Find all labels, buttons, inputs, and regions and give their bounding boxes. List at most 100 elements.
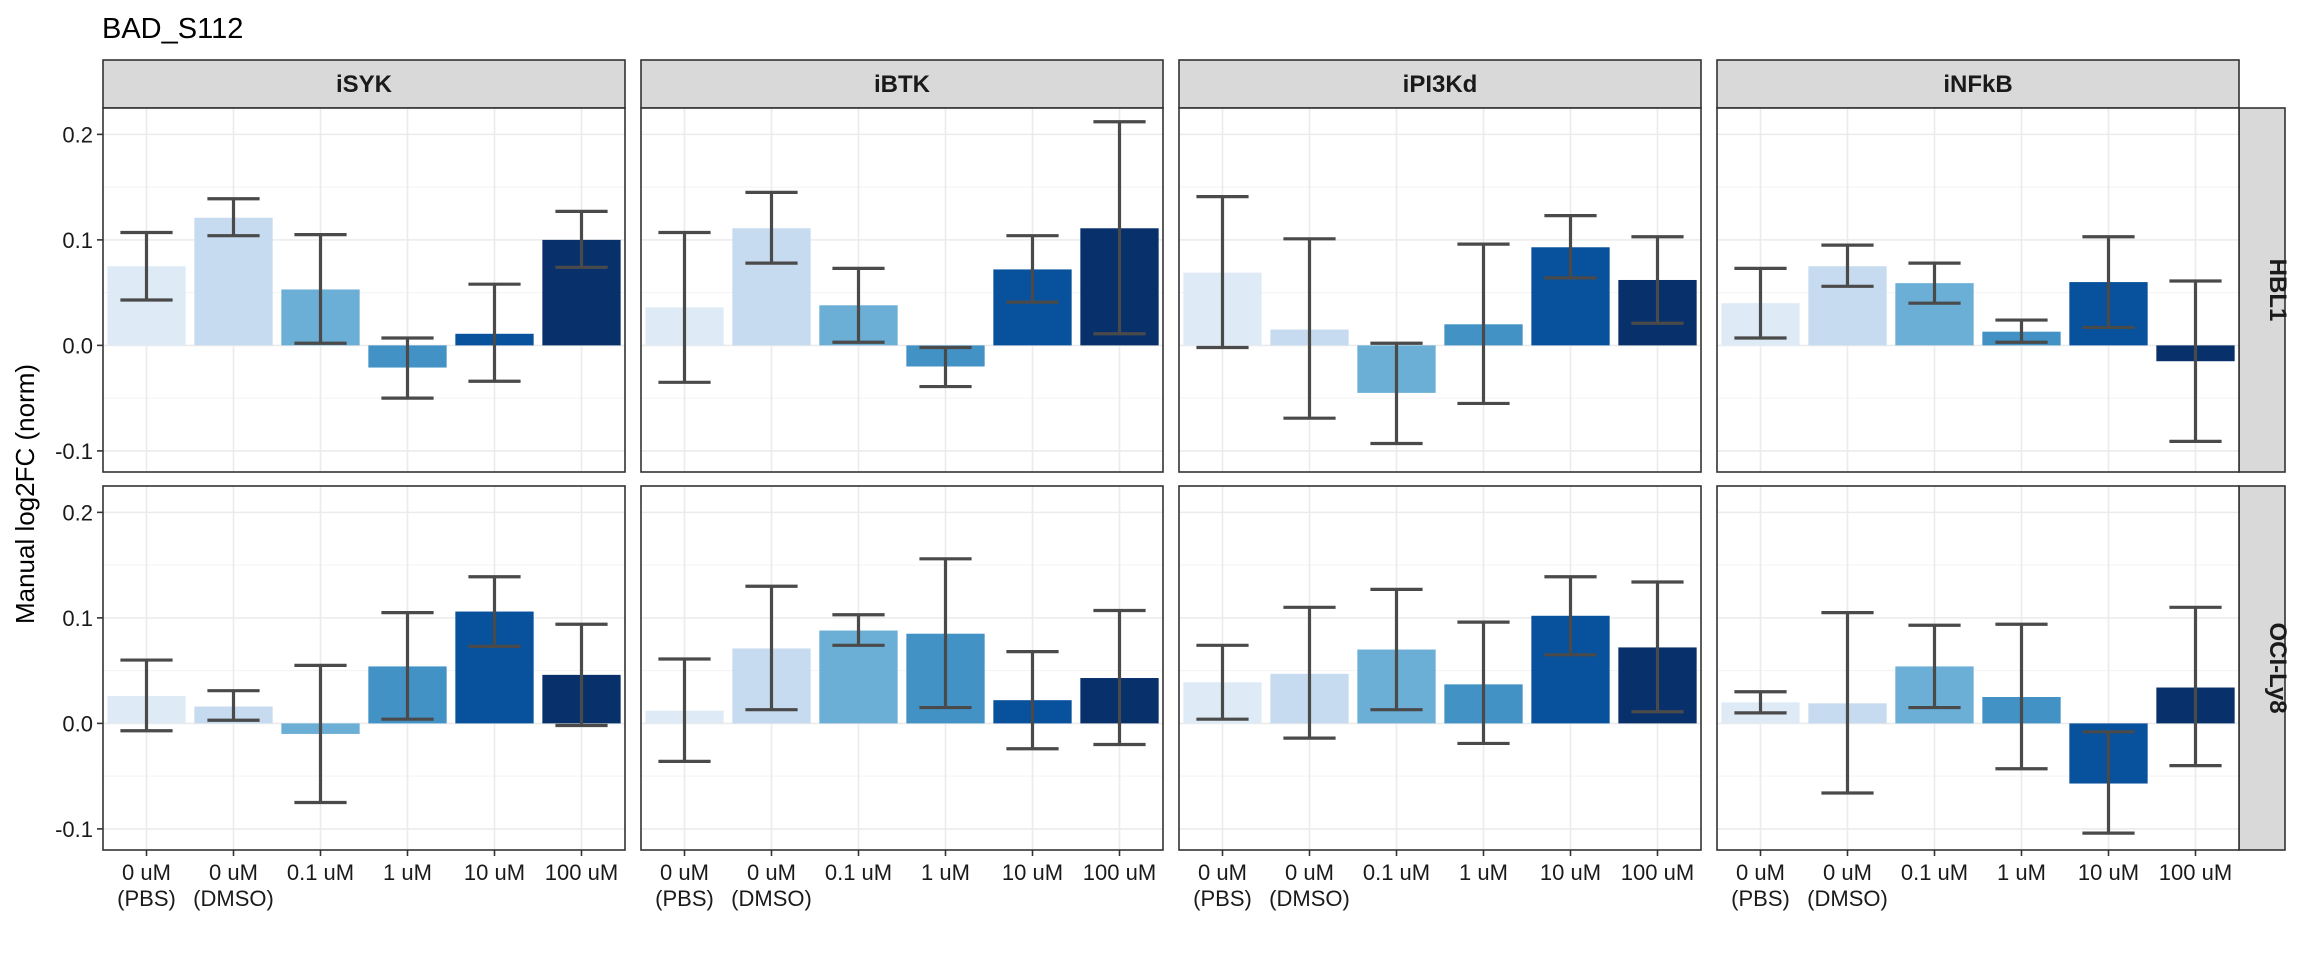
panel-iPI3Kd-HBL1 xyxy=(1178,107,1702,473)
x-tick-label: 10 uM xyxy=(2078,860,2139,885)
error-bar xyxy=(919,345,972,389)
error-bar xyxy=(1196,195,1249,350)
facet-row-label: HBL1 xyxy=(2264,259,2291,322)
panel-iSYK-OCI-Ly8: -0.10.00.10.20 uM(PBS)0 uM(DMSO)0.1 uM 1 … xyxy=(55,485,626,911)
error-bar xyxy=(1821,611,1874,795)
error-bar xyxy=(1908,261,1961,305)
y-tick-label: -0.1 xyxy=(55,439,93,464)
x-tick-label: (PBS) xyxy=(117,886,176,911)
error-bar xyxy=(1370,341,1423,446)
panel-iNFkB-OCI-Ly8: 0 uM(PBS)0 uM(DMSO)0.1 uM 1 uM 10 uM 100 uM xyxy=(1716,485,2240,911)
y-tick-label: 0.0 xyxy=(62,711,93,736)
error-bar xyxy=(1995,622,2048,771)
error-bar xyxy=(555,622,608,728)
x-tick-label: (DMSO) xyxy=(1269,886,1350,911)
bar-0-uM-DMSO- xyxy=(194,217,273,346)
x-tick-label: 0 uM xyxy=(1285,860,1334,885)
x-tick-label: 1 uM xyxy=(1997,860,2046,885)
panel-background xyxy=(1179,486,1701,850)
chart-title: BAD_S112 xyxy=(102,13,243,45)
y-tick-label: 0.2 xyxy=(62,122,93,147)
y-tick-label: 0.0 xyxy=(62,333,93,358)
x-tick-label: 0 uM xyxy=(1736,860,1785,885)
x-tick-label: 100 uM xyxy=(2159,860,2232,885)
x-tick-label: 10 uM xyxy=(1540,860,1601,885)
error-bar xyxy=(832,266,885,344)
error-bar xyxy=(120,658,173,733)
facet-strip-iBTK: iBTK xyxy=(640,59,1164,109)
error-bar xyxy=(207,689,260,722)
error-bar xyxy=(1196,643,1249,721)
facet-strip-bg xyxy=(2238,107,2286,473)
error-bar xyxy=(1544,214,1597,280)
error-bar xyxy=(1908,623,1961,710)
x-tick-label: 0 uM xyxy=(122,860,171,885)
error-bar xyxy=(1631,580,1684,714)
facet-strip-bg xyxy=(1716,59,2240,109)
panel-iPI3Kd-OCI-Ly8: 0 uM(PBS)0 uM(DMSO)0.1 uM 1 uM 10 uM 100 uM xyxy=(1178,485,1702,911)
error-bar xyxy=(381,611,434,721)
error-bar xyxy=(1093,608,1146,747)
facet-strip-bg xyxy=(102,59,626,109)
error-bar xyxy=(1093,120,1146,336)
y-tick-label: -0.1 xyxy=(55,817,93,842)
panel-border xyxy=(1716,107,2240,473)
panel-border xyxy=(640,485,1164,851)
x-tick-label: 100 uM xyxy=(1621,860,1694,885)
panel-border xyxy=(640,107,1164,473)
facet-strip-OCI-Ly8: OCI-Ly8 xyxy=(2238,485,2291,851)
facet-panels: iSYK iBTK iPI3Kd iNFkB HBL1 OCI-Ly8 -0.1 0.0 0.1… xyxy=(55,59,2291,911)
facet-column-label: iNFkB xyxy=(1943,71,2012,98)
error-bar xyxy=(2169,279,2222,444)
facet-strip-bg xyxy=(1178,59,1702,109)
error-bar xyxy=(2082,235,2135,330)
error-bar xyxy=(294,663,347,805)
error-bar xyxy=(2169,605,2222,768)
panel-iSYK-HBL1: -0.1 0.0 0.1 0.2 xyxy=(55,107,626,473)
y-tick-label: 0.2 xyxy=(62,500,93,525)
x-tick-label: 1 uM xyxy=(1459,860,1508,885)
panel-background xyxy=(641,108,1163,472)
panel-border xyxy=(1178,485,1702,851)
error-bar xyxy=(468,575,521,648)
facet-row-label: OCI-Ly8 xyxy=(2264,622,2291,713)
x-tick-label: (DMSO) xyxy=(1807,886,1888,911)
error-bar xyxy=(1283,237,1336,420)
y-axis-title: Manual log2FC (norm) xyxy=(10,364,40,624)
facet-column-label: iSYK xyxy=(336,71,393,98)
panel-background xyxy=(1179,108,1701,472)
error-bar xyxy=(1006,650,1059,751)
x-tick-label: (PBS) xyxy=(655,886,714,911)
error-bar xyxy=(919,557,972,710)
error-bar xyxy=(1734,690,1787,715)
x-tick-label: 0.1 uM xyxy=(287,860,354,885)
x-tick-label: 0 uM xyxy=(747,860,796,885)
error-bar xyxy=(207,197,260,238)
x-tick-label: (PBS) xyxy=(1193,886,1252,911)
error-bar xyxy=(1457,242,1510,406)
panel-border xyxy=(1178,107,1702,473)
error-bar xyxy=(1821,243,1874,288)
error-bar xyxy=(120,230,173,302)
error-bar xyxy=(468,282,521,383)
facet-strip-iPI3Kd: iPI3Kd xyxy=(1178,59,1702,109)
error-bar xyxy=(1283,605,1336,740)
x-tick-label: 0 uM xyxy=(1823,860,1872,885)
error-bar xyxy=(555,209,608,269)
x-tick-label: 1 uM xyxy=(921,860,970,885)
error-bar xyxy=(1006,234,1059,304)
facet-column-label: iBTK xyxy=(874,71,931,98)
panel-iBTK-OCI-Ly8: 0 uM(PBS)0 uM(DMSO)0.1 uM 1 uM 10 uM 100 uM xyxy=(640,485,1164,911)
panel-border xyxy=(102,107,626,473)
error-bar xyxy=(381,336,434,400)
facet-strip-iNFkB: iNFkB xyxy=(1716,59,2240,109)
x-tick-label: (PBS) xyxy=(1731,886,1790,911)
x-tick-label: 0.1 uM xyxy=(825,860,892,885)
error-bar xyxy=(1370,587,1423,712)
x-tick-label: 100 uM xyxy=(1083,860,1156,885)
panel-background xyxy=(1717,108,2239,472)
error-bar xyxy=(1457,620,1510,746)
error-bar xyxy=(1544,575,1597,657)
y-tick-label: 0.1 xyxy=(62,228,93,253)
